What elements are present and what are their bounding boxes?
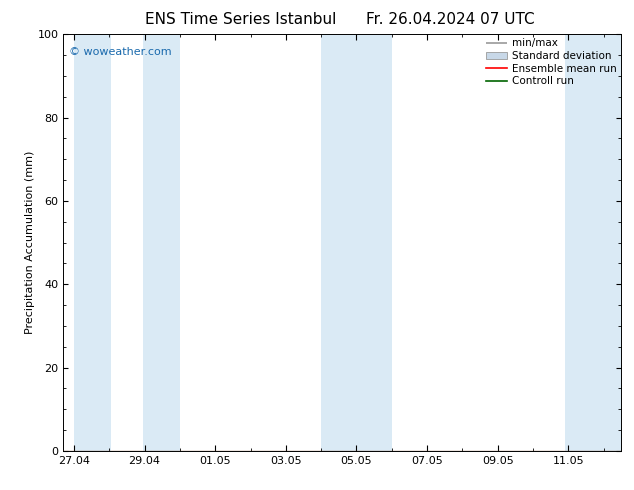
Bar: [74, 34, 111, 451]
Text: ENS Time Series Istanbul: ENS Time Series Istanbul: [145, 12, 337, 27]
Bar: [143, 34, 180, 451]
Legend: min/max, Standard deviation, Ensemble mean run, Controll run: min/max, Standard deviation, Ensemble me…: [484, 36, 619, 88]
Text: Fr. 26.04.2024 07 UTC: Fr. 26.04.2024 07 UTC: [366, 12, 534, 27]
Bar: [565, 34, 621, 451]
Text: © woweather.com: © woweather.com: [69, 47, 172, 57]
Y-axis label: Precipitation Accumulation (mm): Precipitation Accumulation (mm): [25, 151, 35, 334]
Bar: [321, 34, 392, 451]
